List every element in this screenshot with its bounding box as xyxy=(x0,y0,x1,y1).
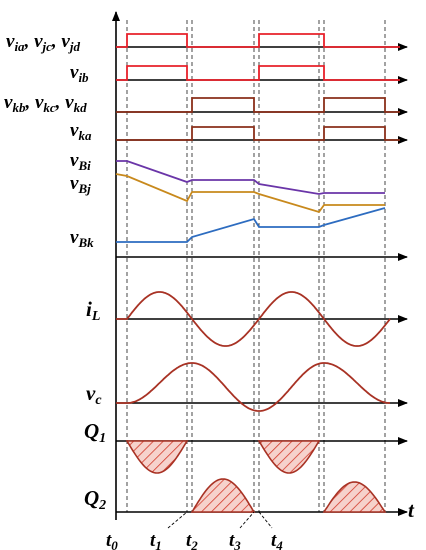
q2-pulse-2 xyxy=(322,481,387,513)
label-vbk: vBk xyxy=(70,227,94,250)
label-vib: vib xyxy=(70,62,89,85)
wave-vbj xyxy=(115,173,385,214)
wave-vbi xyxy=(116,160,385,195)
label-vkb-vkc-vkd: vkb, vkc, vkd xyxy=(4,92,87,115)
wave-il xyxy=(116,291,391,347)
switch-currents xyxy=(125,440,387,513)
label-il: iL xyxy=(86,297,100,324)
label-q2: Q2 xyxy=(84,486,106,513)
label-t2: t2 xyxy=(186,530,198,550)
leader-t4 xyxy=(258,511,273,529)
label-t4: t4 xyxy=(271,530,283,550)
label-via-vjc-vjd: via, vjc, vjd xyxy=(6,31,80,54)
wave-vkb-vkc-vkd xyxy=(116,97,400,113)
resonant-waves xyxy=(116,291,391,412)
wave-vbk xyxy=(116,207,386,243)
gate-signals xyxy=(116,33,400,141)
label-q1: Q1 xyxy=(84,419,106,446)
leader-t1 xyxy=(167,511,188,529)
wave-vib xyxy=(116,65,400,81)
label-vka: vka xyxy=(70,120,92,143)
label-vc: vc xyxy=(86,381,102,408)
label-t3: t3 xyxy=(229,530,241,550)
label-time-axis: t xyxy=(408,498,415,522)
time-marker-lines xyxy=(126,20,386,512)
wave-vka xyxy=(116,126,400,141)
signal-labels: via, vjc, vjd vib vkb, vkc, vkd vka vBi … xyxy=(4,31,415,522)
leader-t3 xyxy=(239,511,255,529)
wave-via-vjc-vjd xyxy=(116,33,400,48)
label-vbj: vBj xyxy=(70,173,91,196)
q2-pulse-1 xyxy=(190,478,256,513)
battery-voltages xyxy=(115,160,386,243)
label-t1: t1 xyxy=(150,530,162,550)
time-mark-labels: t0 t1 t2 t3 t4 xyxy=(106,511,283,550)
wave-vc xyxy=(116,362,390,412)
label-t0: t0 xyxy=(106,530,118,550)
q1-pulse-2 xyxy=(257,440,321,474)
label-vbi: vBi xyxy=(70,150,91,173)
q1-pulse-1 xyxy=(125,440,189,474)
